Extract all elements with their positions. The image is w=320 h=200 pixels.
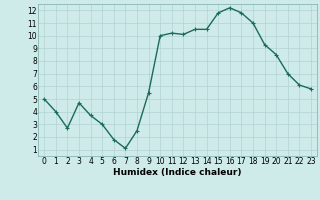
- X-axis label: Humidex (Indice chaleur): Humidex (Indice chaleur): [113, 168, 242, 177]
